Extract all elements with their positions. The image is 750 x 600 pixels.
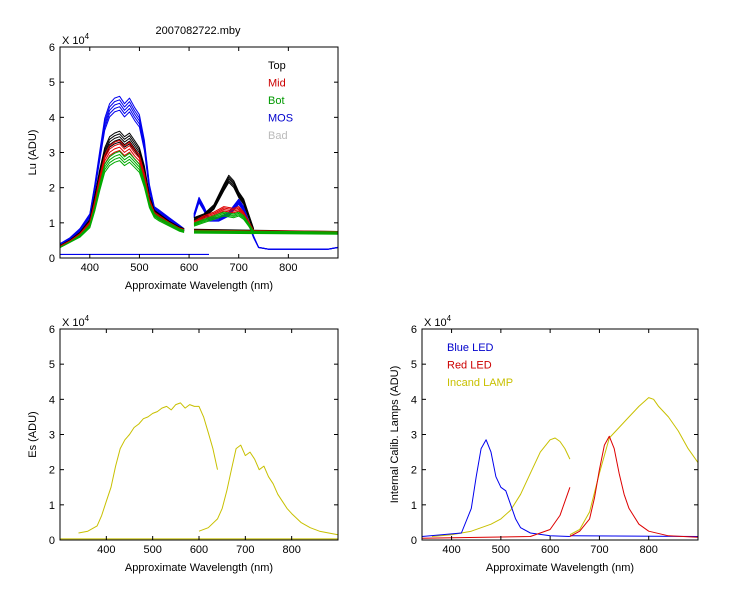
plot-area bbox=[60, 402, 338, 540]
x-tick-label: 700 bbox=[230, 262, 248, 274]
x-axis-label: Approximate Wavelength (nm) bbox=[125, 562, 273, 574]
x-tick-label: 400 bbox=[97, 544, 115, 556]
series-line-bot-seg2 bbox=[193, 231, 338, 234]
legend-entry-red-led: Red LED bbox=[447, 360, 492, 372]
series-line-mos-seg1 bbox=[193, 200, 338, 250]
y-tick-label: 6 bbox=[411, 324, 417, 336]
series-line-es-seg0 bbox=[78, 402, 218, 534]
y-tick-label: 3 bbox=[411, 430, 417, 442]
series-line-bot-seg2 bbox=[193, 232, 338, 235]
y-tick-label: 4 bbox=[411, 394, 417, 406]
y-tick-label: 3 bbox=[49, 148, 55, 160]
x-tick-label: 800 bbox=[282, 544, 300, 556]
y-tick-label: 5 bbox=[49, 77, 55, 89]
y-tick-label: 5 bbox=[411, 359, 417, 371]
x-tick-label: 500 bbox=[130, 262, 148, 274]
y-tick-label: 2 bbox=[49, 183, 55, 195]
x-tick-label: 600 bbox=[541, 544, 559, 556]
figure-title: 2007082722.mby bbox=[155, 25, 241, 37]
series-line-incand-lamp-seg1 bbox=[569, 397, 698, 536]
x-tick-label: 800 bbox=[640, 544, 658, 556]
y-tick-label: 4 bbox=[49, 394, 55, 406]
series-line-bot-seg1 bbox=[193, 211, 255, 232]
series-line-mos-seg1 bbox=[193, 202, 338, 250]
legend-entry-top: Top bbox=[268, 60, 286, 72]
x-tick-label: 400 bbox=[81, 262, 99, 274]
series-line-bot-seg1 bbox=[193, 214, 255, 234]
x-tick-label: 600 bbox=[180, 262, 198, 274]
x-tick-label: 400 bbox=[442, 544, 460, 556]
y-tick-label: 1 bbox=[49, 218, 55, 230]
y-multiplier-exponent: 4 bbox=[447, 314, 452, 323]
y-multiplier: X 104 bbox=[424, 314, 452, 329]
legend-entry-blue-led: Blue LED bbox=[447, 342, 494, 354]
series-line-top-seg0 bbox=[60, 133, 185, 247]
y-multiplier: X 104 bbox=[62, 32, 90, 47]
y-tick-label: 4 bbox=[49, 112, 55, 124]
y-multiplier-exponent: 4 bbox=[85, 314, 90, 323]
y-tick-label: 1 bbox=[49, 500, 55, 512]
y-tick-label: 6 bbox=[49, 42, 55, 54]
series-line-top-seg1 bbox=[193, 174, 255, 229]
series-line-bot-seg2 bbox=[193, 231, 338, 234]
series-line-bot-seg1 bbox=[193, 215, 255, 235]
y-axis-label: Internal Calib. Lamps (ADU) bbox=[389, 366, 401, 504]
y-axis-label: Lu (ADU) bbox=[27, 130, 39, 176]
y-multiplier-exponent: 4 bbox=[85, 32, 90, 41]
series-line-mid-seg1 bbox=[193, 206, 255, 231]
y-multiplier-base: X 10 bbox=[62, 35, 85, 47]
series-line-mid-seg1 bbox=[193, 207, 255, 232]
legend-entry-bad: Bad bbox=[268, 130, 288, 142]
legend-entry-mid: Mid bbox=[268, 78, 286, 90]
plot-area bbox=[60, 95, 338, 255]
y-tick-label: 0 bbox=[49, 535, 55, 547]
x-tick-label: 800 bbox=[279, 262, 297, 274]
y-tick-label: 1 bbox=[411, 500, 417, 512]
x-axis-label: Approximate Wavelength (nm) bbox=[486, 562, 634, 574]
legend-entry-bot: Bot bbox=[268, 95, 285, 107]
y-tick-label: 2 bbox=[49, 465, 55, 477]
y-multiplier: X 104 bbox=[62, 314, 90, 329]
y-multiplier-base: X 10 bbox=[62, 317, 85, 329]
series-line-top-seg0 bbox=[60, 130, 185, 246]
series-line-es-seg1 bbox=[198, 444, 338, 536]
y-tick-label: 3 bbox=[49, 430, 55, 442]
x-tick-label: 500 bbox=[143, 544, 161, 556]
y-tick-label: 0 bbox=[411, 535, 417, 547]
x-axis-label: Approximate Wavelength (nm) bbox=[125, 280, 273, 292]
legend-entry-incand-lamp: Incand LAMP bbox=[447, 377, 513, 389]
legend-entry-mos: MOS bbox=[268, 113, 293, 125]
series-line-mos-seg0 bbox=[60, 95, 185, 245]
axes-frame bbox=[59, 328, 339, 541]
plot-area bbox=[422, 397, 698, 539]
x-tick-label: 500 bbox=[492, 544, 510, 556]
series-line-bot-seg0 bbox=[60, 150, 185, 248]
axes-frame bbox=[59, 46, 339, 259]
series-line-blue-led-seg0 bbox=[422, 439, 570, 537]
y-tick-label: 5 bbox=[49, 359, 55, 371]
y-axis-label: Es (ADU) bbox=[27, 411, 39, 457]
x-tick-label: 600 bbox=[190, 544, 208, 556]
y-tick-label: 0 bbox=[49, 253, 55, 265]
series-line-mos-seg1 bbox=[193, 199, 338, 250]
x-tick-label: 700 bbox=[236, 544, 254, 556]
series-line-mid-seg0 bbox=[60, 139, 185, 247]
series-line-red-led-seg0 bbox=[422, 487, 571, 539]
y-multiplier-base: X 10 bbox=[424, 317, 447, 329]
y-tick-label: 2 bbox=[411, 465, 417, 477]
y-tick-label: 6 bbox=[49, 324, 55, 336]
series-line-incand-lamp-seg0 bbox=[431, 437, 571, 537]
x-tick-label: 700 bbox=[590, 544, 608, 556]
series-line-red-led-seg1 bbox=[569, 435, 698, 538]
series-line-bot-seg2 bbox=[193, 230, 338, 233]
series-line-bot-seg1 bbox=[193, 212, 255, 233]
